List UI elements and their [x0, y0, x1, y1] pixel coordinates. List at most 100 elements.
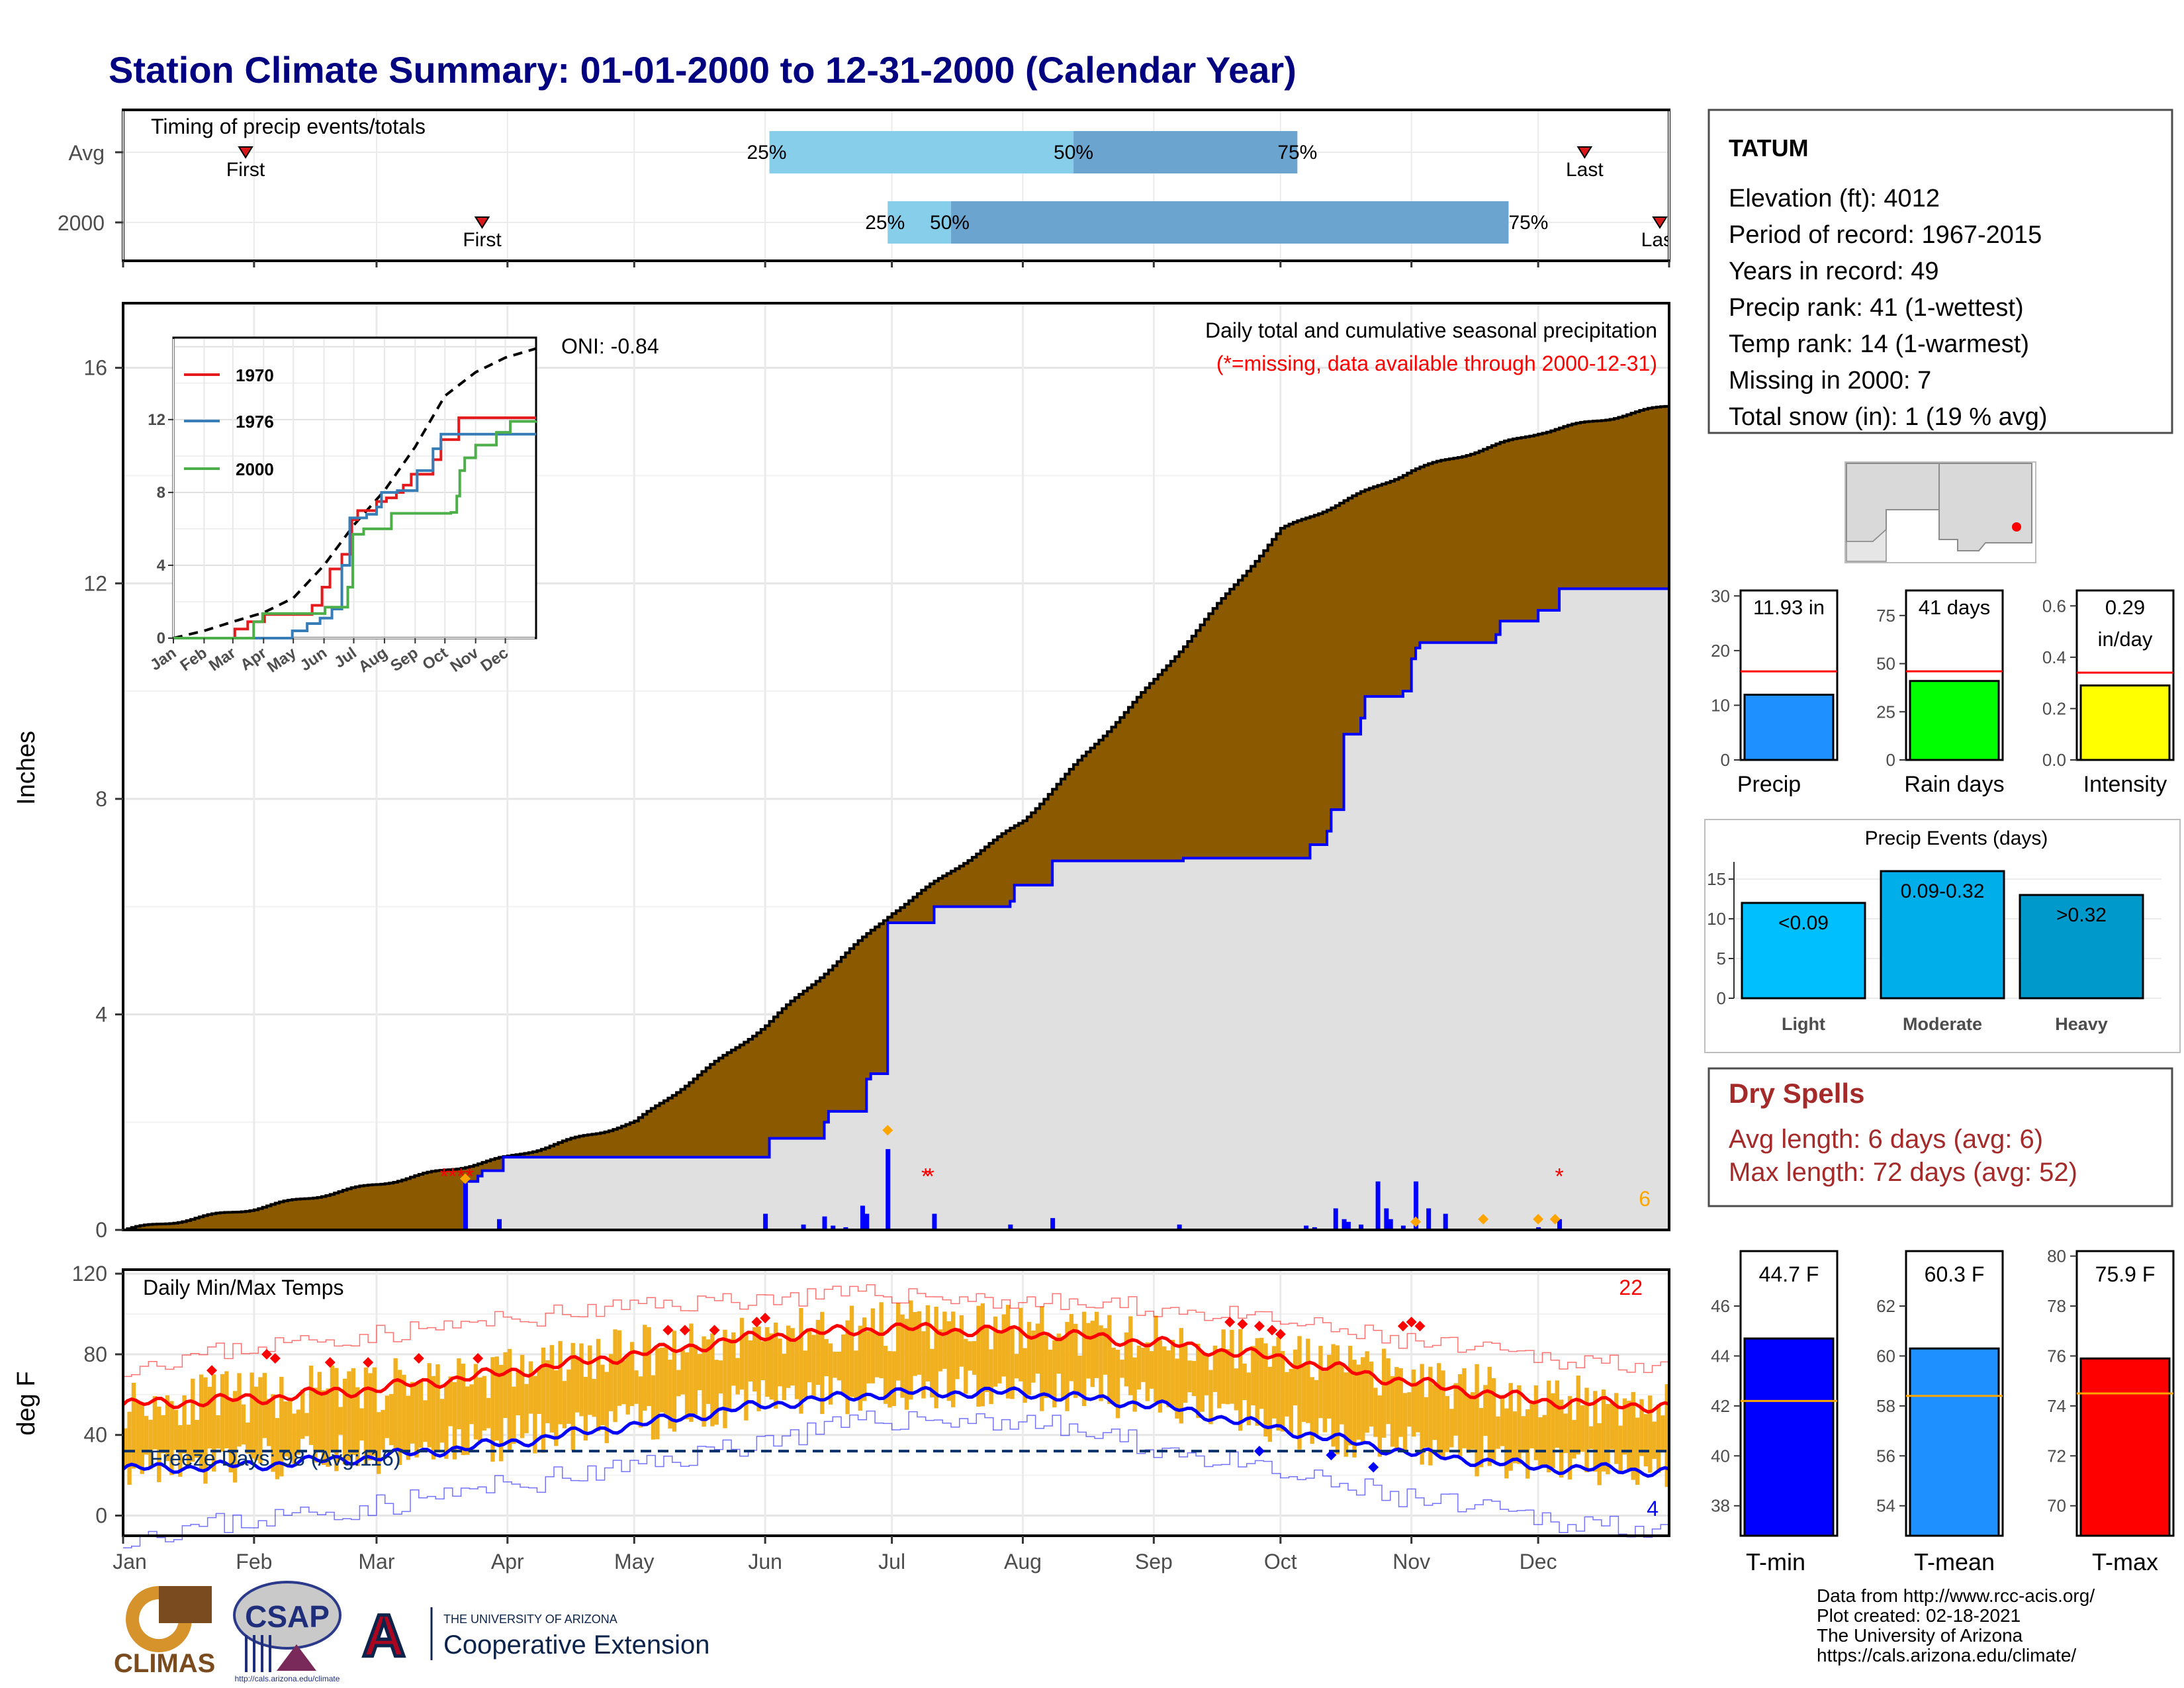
daily-temp-bar	[1175, 1358, 1179, 1419]
events-xtick-label: Light	[1782, 1014, 1825, 1034]
timing-label-25: 25%	[747, 142, 787, 164]
daily-temp-bar	[1445, 1395, 1450, 1452]
temp-summary-ytick-label: 56	[1876, 1446, 1895, 1466]
daily-temp-bar	[1204, 1355, 1209, 1395]
temp-summary-t-max: 75.9 F 70 72 74 76 78 80 T-max	[2047, 1246, 2175, 1575]
precip-panel-title: Daily total and cumulative seasonal prec…	[1205, 318, 1657, 342]
daily-temp-bar	[613, 1329, 617, 1423]
events-ytick-label: 5	[1717, 949, 1726, 968]
daily-temp-bar	[1584, 1387, 1589, 1473]
inset-legend: 1970 1976 2000	[184, 365, 274, 479]
daily-temp-bar	[1457, 1374, 1463, 1457]
mini-chart-xlabel: Intensity	[2083, 772, 2167, 797]
daily-temp-bar	[1407, 1392, 1412, 1427]
daily-temp-bar	[1546, 1380, 1551, 1473]
csap-rain-lines	[245, 1635, 271, 1672]
daily-temp-bar	[1563, 1413, 1568, 1454]
daily-temp-bar	[705, 1339, 711, 1404]
daily-temp-bar	[1293, 1349, 1298, 1406]
daily-temp-bar	[1504, 1408, 1509, 1479]
daily-temp-bar	[1466, 1395, 1471, 1453]
daily-temp-bar	[1576, 1376, 1580, 1455]
mini-chart-value: 11.93 in	[1753, 596, 1825, 619]
mini-chart-value: in/day	[2098, 628, 2153, 651]
timing-title: Timing of precip events/totals	[151, 115, 426, 138]
temp-summary-value: 75.9 F	[2095, 1262, 2156, 1286]
daily-temp-bar	[414, 1383, 419, 1458]
daily-temp-bar	[900, 1314, 905, 1398]
daily-temp-bar	[1136, 1345, 1142, 1390]
daily-temp-bar	[554, 1370, 559, 1446]
daily-temp-bar	[520, 1354, 525, 1438]
daily-temp-bar	[1280, 1350, 1285, 1432]
daily-temp-bar	[250, 1372, 254, 1459]
daily-temp-bar	[1555, 1380, 1560, 1448]
mini-chart-ytick-label: 50	[1876, 654, 1895, 674]
daily-temp-bar	[1128, 1316, 1133, 1395]
daily-temp-bar	[1196, 1343, 1201, 1419]
page-title: Station Climate Summary: 01-01-2000 to 1…	[109, 49, 1297, 91]
timing-x-axis	[115, 151, 1670, 267]
daily-temp-bar	[1111, 1348, 1116, 1405]
month-label: Nov	[1392, 1550, 1430, 1573]
daily-precip-bar	[1304, 1225, 1309, 1230]
daily-temp-bar	[1661, 1415, 1665, 1453]
daily-temp-bar	[253, 1386, 259, 1461]
daily-temp-bar	[448, 1376, 453, 1427]
daily-temp-bar	[934, 1306, 938, 1409]
daily-temp-bar	[1217, 1349, 1222, 1409]
record-high-marker	[473, 1353, 484, 1364]
extreme-precip-marker	[882, 1125, 893, 1136]
daily-temp-bar	[545, 1360, 550, 1423]
daily-temp-bar	[258, 1377, 263, 1464]
daily-temp-bar	[431, 1376, 436, 1460]
daily-temp-bar	[1276, 1336, 1281, 1431]
mini-chart-ytick-label: 30	[1711, 586, 1730, 606]
daily-temp-bar	[237, 1373, 242, 1447]
daily-temp-bar	[1132, 1357, 1137, 1412]
station-details: Elevation (ft): 4012 Period of record: 19…	[1729, 185, 2048, 431]
last-event-label: Last	[1641, 229, 1679, 251]
daily-temp-bar	[389, 1393, 394, 1446]
temp-summary-t-min: 44.7 F 38 40 42 44 46 T-min	[1711, 1250, 1839, 1575]
inset-ytick-label: 8	[157, 484, 165, 502]
mini-chart-precip: 11.93 in 0 10 20 30 Precip	[1711, 586, 1839, 797]
daily-temp-bar	[786, 1325, 791, 1388]
month-label: Sep	[1135, 1550, 1173, 1573]
timing-label-25: 25%	[865, 212, 905, 234]
daily-temp-bar	[993, 1316, 998, 1387]
footer: CLIMAS CSAP http://cals.arizona.edu/clim…	[114, 1581, 2095, 1683]
temp-summary-bar	[2079, 1357, 2171, 1537]
daily-temp-bar	[452, 1382, 457, 1460]
daily-temp-bar	[950, 1311, 956, 1407]
daily-temp-bar	[925, 1305, 931, 1382]
missing-marker: *	[457, 1164, 465, 1190]
timing-panel: 25% 50% 75% First Last 25% 50% 75% First Last Tim…	[58, 109, 1679, 267]
daily-temp-bar	[321, 1390, 326, 1465]
daily-temp-bar	[1618, 1425, 1623, 1472]
daily-temp-bar	[562, 1381, 567, 1429]
daily-temp-bar	[537, 1367, 541, 1414]
daily-temp-bar	[1052, 1340, 1057, 1408]
daily-temp-bar	[1386, 1358, 1390, 1425]
daily-temp-bar	[279, 1376, 284, 1477]
precip-ytick-label: 12	[83, 571, 107, 595]
events-bar-label: >0.32	[2056, 904, 2107, 926]
precip-markers: * * * * ** *	[439, 1125, 1564, 1227]
daily-temp-bar	[473, 1364, 478, 1440]
month-label: Feb	[236, 1550, 272, 1573]
timing-bar-q2	[1073, 131, 1298, 173]
daily-temp-bar	[570, 1342, 575, 1451]
daily-temp-bar	[439, 1399, 445, 1443]
daily-temp-bar	[1314, 1380, 1319, 1436]
daily-temp-bar	[1124, 1332, 1129, 1387]
daily-precip-bars	[463, 1149, 1563, 1230]
daily-temp-bar	[1559, 1399, 1564, 1478]
daily-temp-bar	[1593, 1391, 1598, 1472]
daily-temp-bar	[782, 1354, 787, 1401]
events-plot: 0 5 10 15 <0.09 Light 0.09-0.32 Moderate >0.32 He…	[1707, 862, 2161, 1034]
daily-temp-bar	[1365, 1351, 1369, 1433]
daily-temp-bar	[1234, 1368, 1238, 1411]
daily-temp-bar	[1428, 1366, 1433, 1466]
mini-chart-ytick-label: 75	[1876, 606, 1895, 626]
